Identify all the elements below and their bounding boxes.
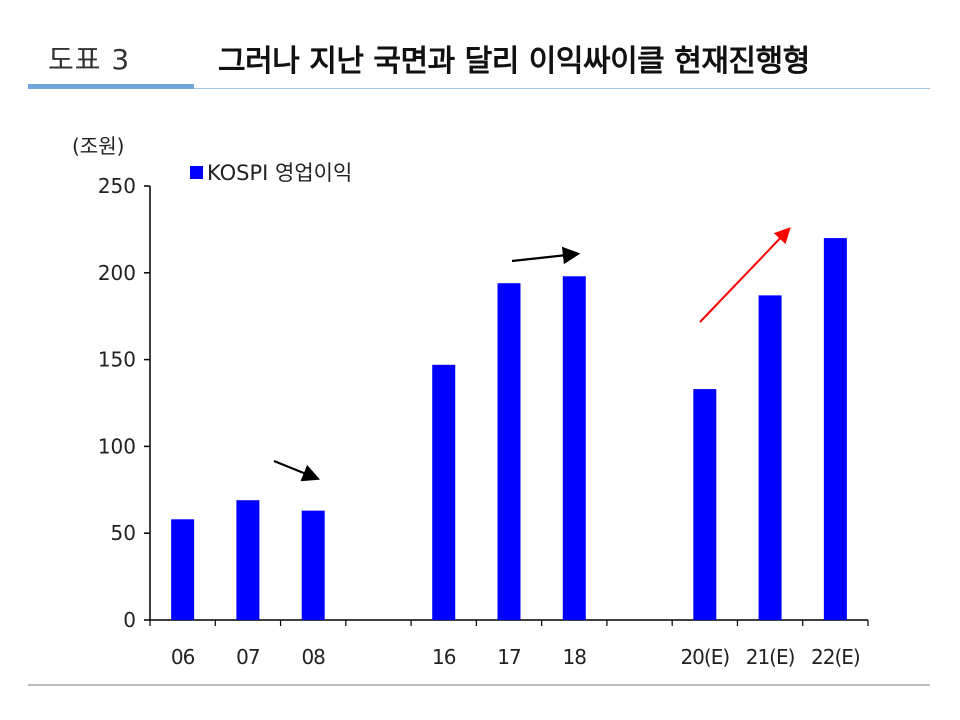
trend-arrow-up-right (699, 227, 791, 323)
y-tick-label: 100 (98, 434, 136, 458)
legend-swatch (190, 165, 203, 179)
bar-16 (432, 364, 456, 620)
figure-label: 도표 3 (48, 43, 131, 76)
bar-07 (236, 500, 260, 620)
y-tick-label: 0 (123, 608, 136, 632)
bar-06 (171, 519, 195, 620)
bar-22E (823, 238, 847, 620)
x-tick-label: 20(E) (680, 645, 729, 669)
y-tick-label: 250 (98, 174, 136, 198)
footer-rule (28, 684, 930, 686)
legend-label: KOSPI 영업이익 (207, 161, 353, 185)
figure-header: 도표 3 그러나 지난 국면과 달리 이익싸이클 현재진행형 (0, 0, 960, 100)
figure-title: 그러나 지난 국면과 달리 이익싸이클 현재진행형 (218, 44, 810, 79)
header-rule (28, 88, 930, 89)
bar-08 (301, 510, 325, 620)
y-tick-label: 150 (98, 348, 136, 372)
x-tick-label: 07 (236, 645, 260, 669)
bar-21E (758, 295, 782, 620)
x-tick-label: 18 (563, 645, 587, 669)
chart-legend: KOSPI 영업이익 (190, 157, 352, 187)
y-tick-label: 50 (111, 521, 136, 545)
x-tick-label: 17 (497, 645, 521, 669)
bar-18 (562, 276, 586, 620)
x-tick-label: 16 (432, 645, 456, 669)
y-axis-unit-label: (조원) (72, 134, 125, 158)
header-accent-rule (28, 84, 194, 89)
x-tick-label: 22(E) (811, 645, 860, 669)
x-tick-label: 06 (171, 645, 195, 669)
y-tick-label: 200 (98, 261, 136, 285)
bar-20E (693, 389, 717, 620)
trend-arrow-down-right (273, 459, 321, 482)
x-tick-label: 21(E) (746, 645, 795, 669)
bar-17 (497, 283, 521, 620)
x-tick-label: 08 (301, 645, 325, 669)
trend-arrow-right (511, 246, 581, 265)
